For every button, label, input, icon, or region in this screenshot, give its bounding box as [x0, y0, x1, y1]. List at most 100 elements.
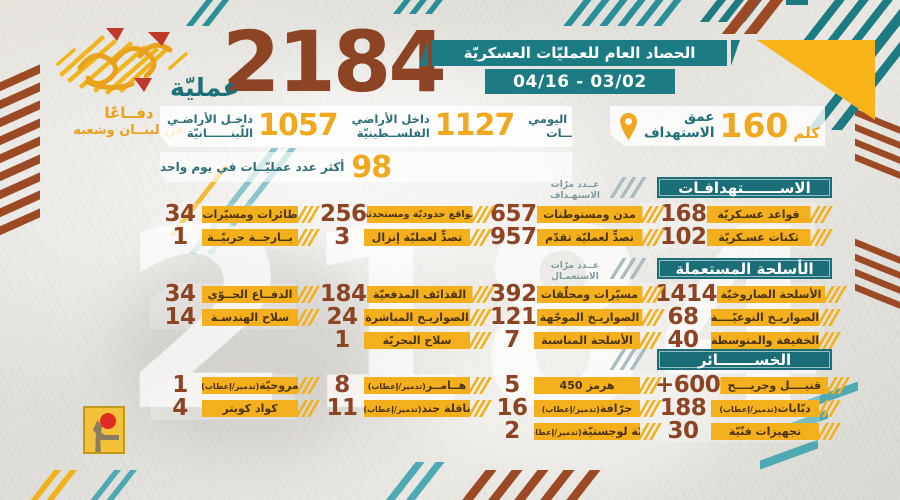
row-targets-f0-label: طائرات ومسيّرات — [202, 208, 298, 221]
row-targets-l1: 3 تصدٍّ لعمليّة إنزال — [320, 224, 492, 250]
depth-label-line1: عمق — [684, 109, 715, 126]
row-losses-r0-bar: قتيــــل وجريــــح — [720, 377, 829, 394]
row-weapons-m0: 392 مسيّرات ومحلّقات — [490, 281, 665, 307]
row-losses-r1-note: (تدمير/إعطاب) — [719, 405, 778, 414]
total-operations-number: 2184 — [222, 13, 447, 111]
row-chevron-icon — [469, 206, 495, 223]
row-weapons-l2-label: سلاح البحريّة — [382, 334, 452, 347]
section-title-targets: الاســـــــتهدافـات — [678, 178, 811, 197]
row-losses-l0-note: (تدمير/إعطاب) — [367, 382, 426, 391]
row-weapons-m0-label: مسيّرات ومحلّقات — [540, 288, 639, 301]
row-losses-m1-value: 16 — [496, 395, 528, 421]
row-losses-f0-label: مروحيّة — [259, 379, 299, 392]
campaign-logo: دفــاعًا عن لبنــان وشعبه — [44, 16, 214, 138]
top-stat-2-label-line1: المعدّل اليومي — [528, 112, 611, 127]
row-chevron-icon — [816, 400, 841, 417]
top-stat-0-value: 1057 — [258, 108, 338, 144]
section-sub-targets-line1: عــدد مرّات — [550, 180, 600, 190]
row-chevron-icon — [295, 206, 320, 223]
row-weapons-m0-bar: مسيّرات ومحلّقات — [536, 286, 643, 303]
row-targets-m1-label: تصدٍّ لعمليّة تقدّم — [545, 231, 634, 244]
row-chevron-icon — [816, 423, 841, 440]
row-chevron-icon — [822, 286, 847, 303]
row-losses-m1-text: جرّافة(تدمير/إعطاب) — [542, 402, 633, 415]
top-stat-1-value: 1127 — [434, 108, 515, 144]
row-losses-r1: 188 دبّابات(تدمير/إعطاب) — [655, 397, 841, 420]
row-weapons-l0: 184 القذائف المدفعيّة — [320, 281, 495, 307]
row-losses-l0-text: هــامــر(تدمير/إعطاب) — [368, 379, 467, 392]
row-weapons-m0-value: 392 — [490, 281, 537, 307]
row-targets-l0-bar: مواقع حدوديّة ومستحدثة — [366, 206, 473, 223]
row-losses-m0-value: 5 — [504, 372, 520, 398]
row-targets-r0-label: قواعد عسـكريّة — [717, 208, 800, 221]
top-stat-1-label: داخل الأراضي الفلســطينيّة — [352, 113, 430, 139]
top-stat-0-label-line1: داخـل الأراضـي — [167, 112, 254, 127]
row-targets-f1-label: بــارجــة حربيّــة — [207, 231, 293, 244]
row-losses-l1-bar: ناقلة جند(تدمير/إعطاب) — [364, 400, 470, 417]
row-weapons-r0: 1414 الأسلحة الصاروخيّة — [655, 281, 847, 307]
row-chevron-icon — [816, 332, 841, 349]
top-stat-1-label-line1: داخل الأراضي — [351, 112, 430, 127]
row-targets-m0-value: 657 — [490, 201, 537, 227]
row-chevron-icon — [295, 309, 320, 326]
section-sub-targets-line2: الاستهـداف — [549, 190, 601, 201]
row-chevron-icon — [637, 400, 662, 417]
section-header-losses: الخســـــــائر — [657, 349, 832, 370]
row-weapons-r2-value: 40 — [667, 327, 699, 353]
row-targets-m0: 657 مدن ومستوطنات — [490, 201, 665, 227]
row-targets-m1: 957 تصدٍّ لعمليّة تقدّم — [490, 226, 665, 249]
emblem-arm-shape — [99, 435, 119, 440]
row-chevron-icon — [295, 286, 320, 303]
row-losses-r1-text: دبّابات(تدمير/إعطاب) — [719, 402, 810, 415]
row-losses-r0-label: قتيــــل وجريــــح — [727, 379, 822, 392]
row-targets-r0-bar: قواعد عسـكريّة — [706, 206, 811, 223]
logo-subtitle-line2: عن لبنــان وشعبه — [73, 122, 185, 138]
section-sub-targets: عــدد مرّات الاستهـداف — [540, 180, 610, 202]
section-header-weapons: الأسلحة المستعملة — [657, 258, 832, 279]
main-title: الحصاد العام للعمليّات العسكريّة — [463, 44, 696, 62]
row-weapons-r2-label: الخفيفة والمتوسطة — [710, 334, 820, 347]
row-losses-f0: 1 مروحيّة(تدمير/إعطاب) — [158, 374, 320, 397]
row-targets-f0-value: 34 — [164, 201, 196, 227]
row-weapons-m1: 121 الصواريـخ الموجّهة — [490, 306, 665, 329]
row-targets-f0: 34 طائرات ومسيّرات — [158, 201, 320, 227]
row-losses-f1-bar: كواد كوبتر — [202, 400, 298, 417]
row-weapons-r0-value: 1414 — [655, 281, 718, 307]
row-weapons-f0-value: 34 — [164, 281, 196, 307]
row-chevron-icon — [469, 286, 495, 303]
decor-stripes-top-rust — [721, 0, 795, 34]
row-losses-m2: 2 آليّة لوجستيّة(تدمير/إعطاب) — [490, 420, 662, 443]
row-weapons-m2: 7 الأسلحة المناسبة — [490, 329, 662, 352]
row-chevron-icon — [467, 309, 492, 326]
decor-stripes-bottom-left-yellow — [25, 470, 200, 500]
decor-stripes-left-rust — [0, 64, 48, 256]
row-losses-r0-value: 600+ — [655, 372, 721, 398]
row-losses-f0-note: (تدمير/إعطاب) — [201, 382, 260, 391]
arabic-calligraphy-logo-icon — [55, 28, 189, 96]
row-weapons-m2-bar: الأسلحة المناسبة — [534, 332, 640, 349]
row-chevron-icon — [639, 229, 665, 246]
row-targets-l0-value: 256 — [320, 201, 367, 227]
row-losses-m0: 5 هرمز 450 — [490, 372, 662, 398]
section-title-weapons: الأسلحة المستعملة — [675, 259, 814, 278]
row-weapons-l1-bar: الصواريـخ المباشرة — [364, 309, 470, 326]
row-targets-l1-bar: تصدٍّ لعمليّة إنزال — [364, 229, 470, 246]
row-chevron-icon — [637, 423, 662, 440]
row-targets-l1-value: 3 — [334, 224, 350, 250]
targeting-depth-card: عمق الاستهداف 160 كلم — [610, 106, 825, 146]
section-chevron-targets — [609, 177, 652, 198]
row-losses-r0: 600+ قتيــــل وجريــــح — [655, 372, 851, 398]
row-weapons-f0: 34 الدفــاع الجــوّي — [158, 281, 320, 307]
decor-stripes-bottom-center-teal — [384, 462, 550, 500]
targeting-depth-unit: كلم — [793, 124, 820, 142]
row-losses-m0-label: هرمز 450 — [559, 379, 615, 392]
row-losses-l0-bar: هــامــر(تدمير/إعطاب) — [364, 377, 470, 394]
row-chevron-icon — [467, 332, 492, 349]
top-stats-panel: داخـل الأراضـي اللّبنــــــانيّة 1057 دا… — [160, 106, 572, 147]
row-chevron-icon — [637, 377, 662, 394]
top-stat-0-label-line2: اللّبنــــــانيّة — [186, 125, 254, 140]
row-chevron-icon — [639, 309, 665, 326]
row-weapons-l0-value: 184 — [320, 281, 367, 307]
row-losses-l1-text: ناقلة جند(تدمير/إعطاب) — [364, 402, 470, 415]
